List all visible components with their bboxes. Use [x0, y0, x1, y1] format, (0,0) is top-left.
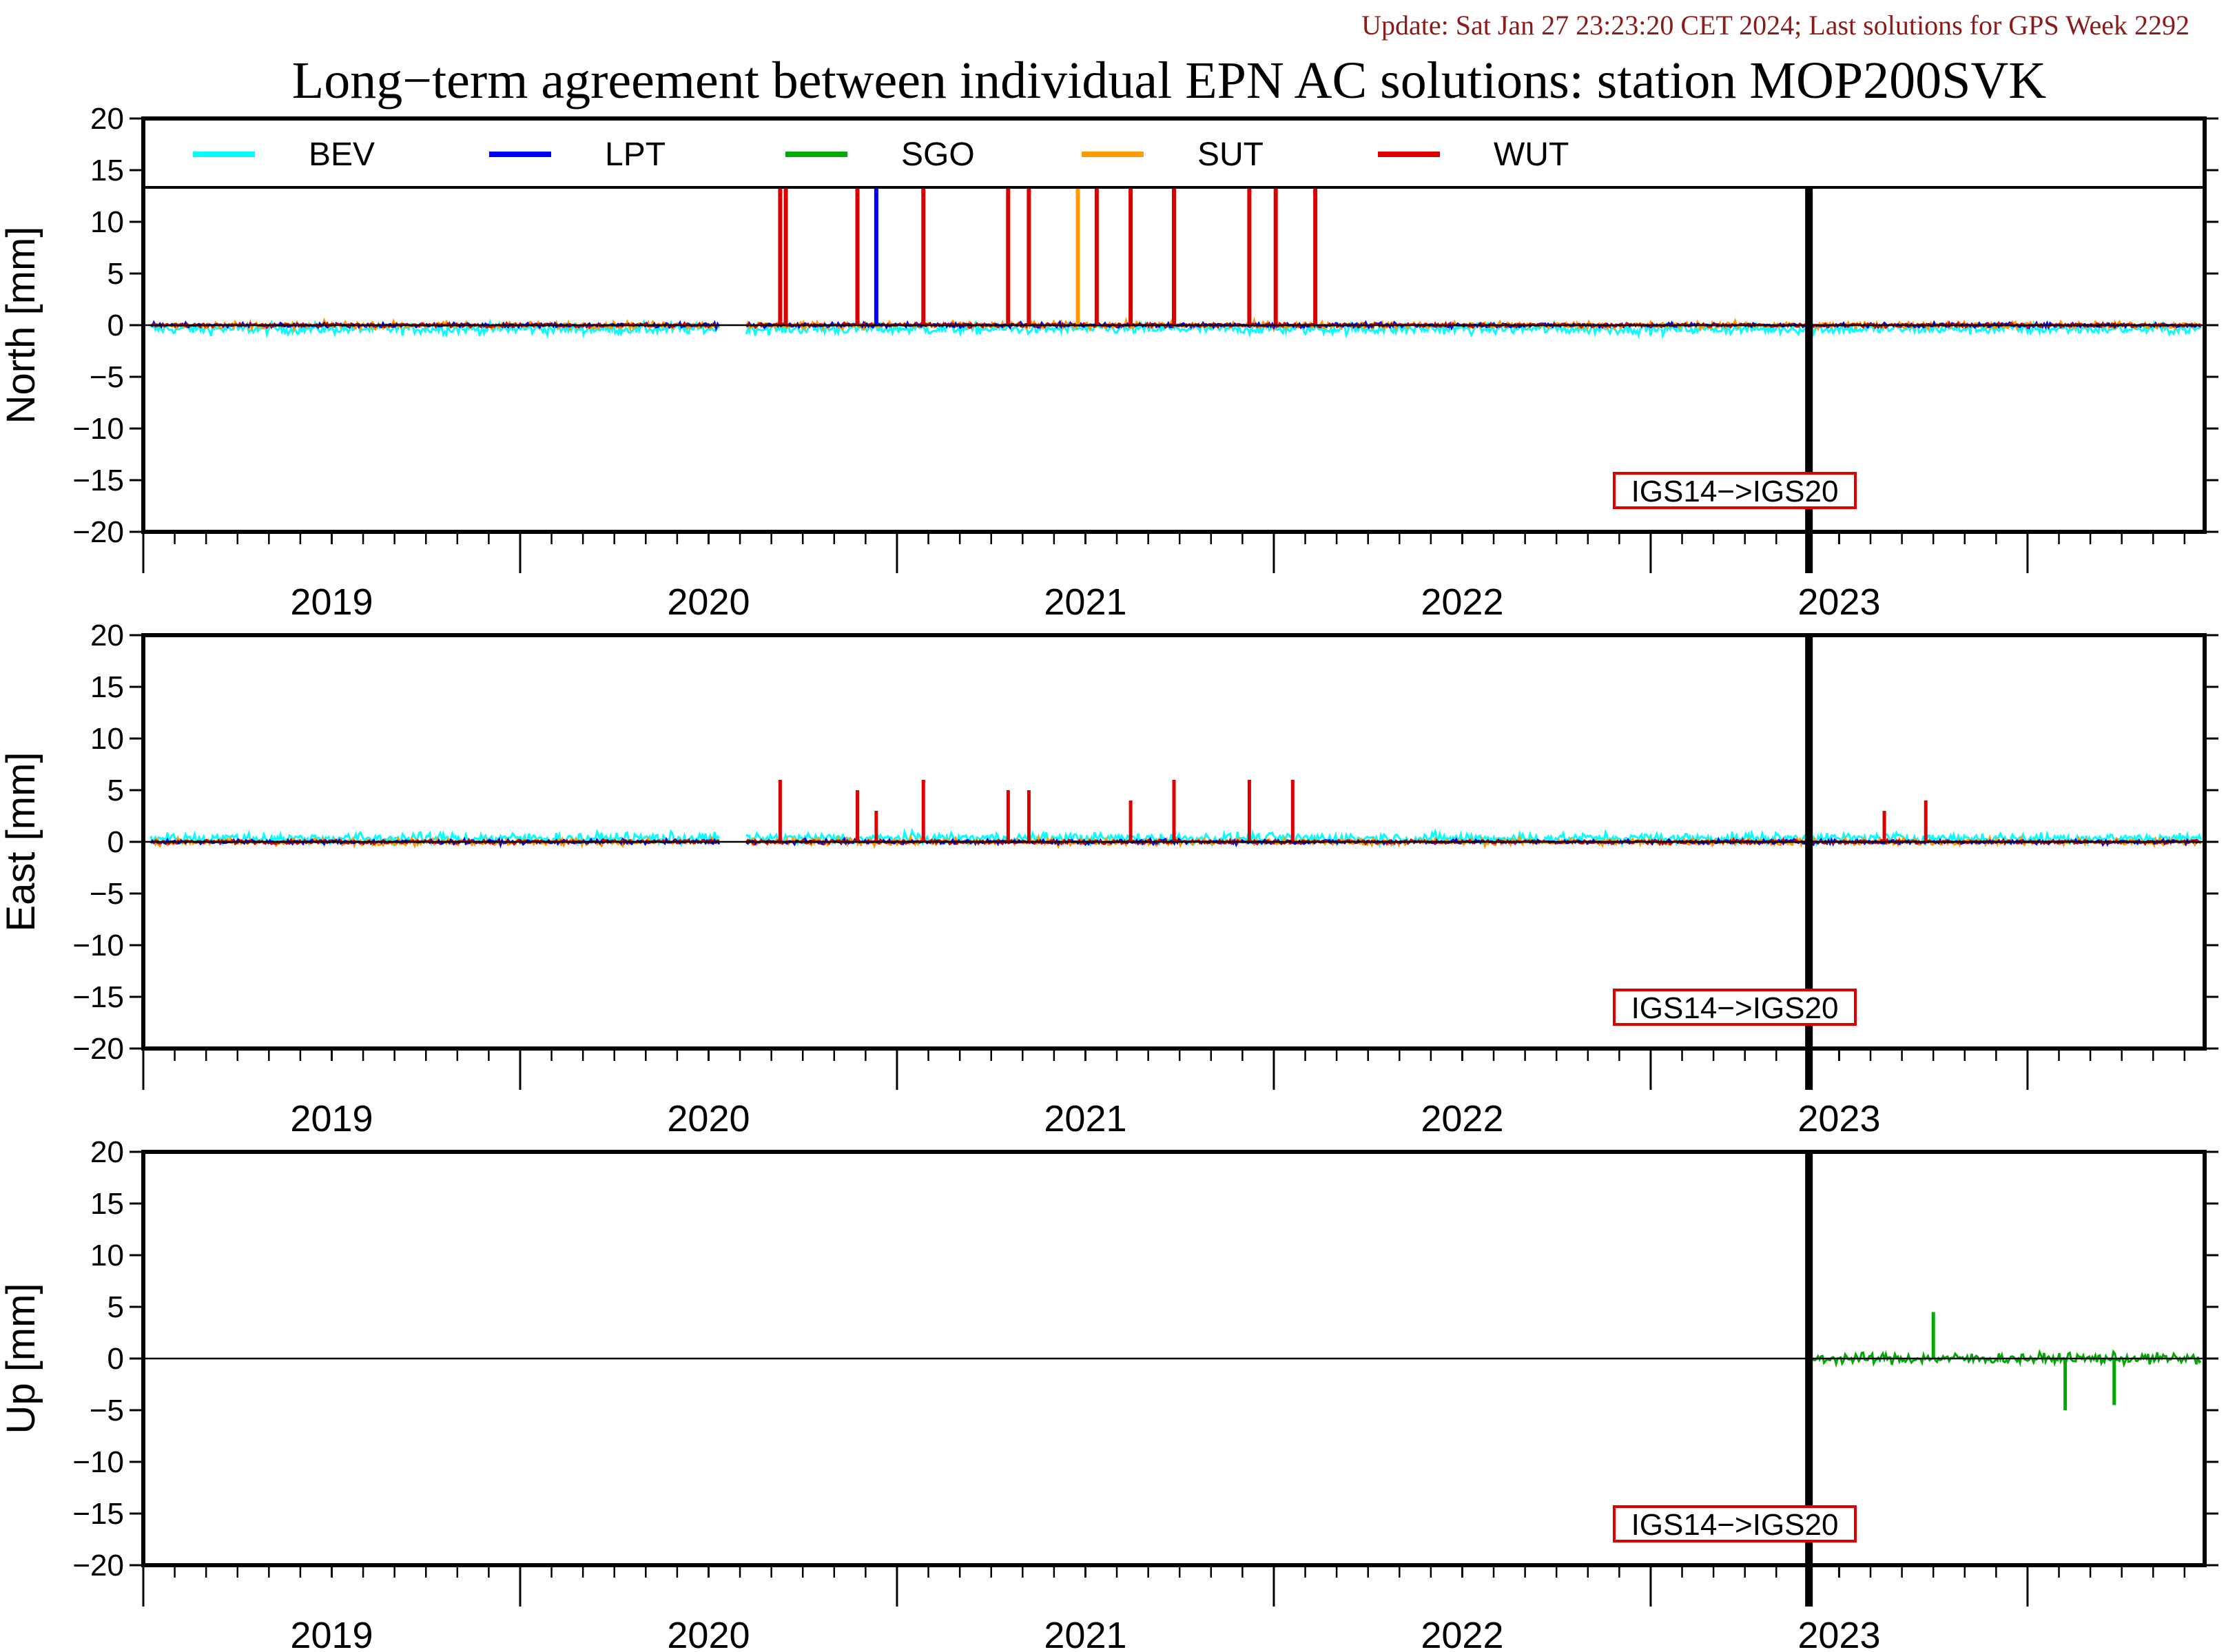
ytick-label-2: 10 — [90, 722, 124, 756]
ytick-label-1: 15 — [90, 154, 124, 187]
ytick-label-6: −10 — [72, 1445, 124, 1479]
legend: BEV LPT SGO SUT WUT — [142, 117, 2206, 189]
xtick-label-2019: 2019 — [290, 1098, 373, 1139]
y-axis-label: Up [mm] — [0, 1283, 43, 1434]
ytick-label-6: −10 — [72, 412, 124, 446]
ytick-label-8: −20 — [72, 1549, 124, 1582]
plot-area — [143, 1152, 2205, 1607]
xtick-label-2021: 2021 — [1044, 581, 1126, 623]
annotation-label: IGS14−>IGS20 — [1631, 991, 1839, 1025]
panel-up: IGS14−>IGS20 20 15 10 5 0 −5 −10 −15 −20 Up [mm] 20… — [0, 1135, 2218, 1652]
ytick-label-8: −20 — [72, 1032, 124, 1066]
ytick-label-6: −10 — [72, 929, 124, 962]
legend-label-sut: SUT — [1197, 136, 1264, 173]
ytick-label-4: 0 — [107, 309, 124, 342]
ytick-label-8: −20 — [72, 515, 124, 549]
chart-title: Long−term agreement between individual E… — [292, 52, 2047, 110]
legend-label-bev: BEV — [309, 136, 375, 173]
ytick-label-7: −15 — [72, 464, 124, 497]
annotation-label: IGS14−>IGS20 — [1631, 1508, 1839, 1542]
xtick-label-2023: 2023 — [1797, 1098, 1880, 1139]
panel-east: IGS14−>IGS20 20 15 10 5 0 −5 −10 −15 −20 East [mm]… — [0, 619, 2218, 1139]
series-line-sgo-0 — [1808, 1349, 2202, 1368]
xtick-label-2019: 2019 — [290, 1615, 373, 1652]
ytick-label-1: 15 — [90, 670, 124, 704]
ytick-label-3: 5 — [107, 257, 124, 291]
annotation-box — [1613, 989, 1857, 1026]
ytick-label-5: −5 — [90, 1394, 124, 1427]
legend-label-wut: WUT — [1494, 136, 1569, 173]
ytick-label-3: 5 — [107, 1290, 124, 1324]
xtick-label-2021: 2021 — [1044, 1615, 1126, 1652]
xtick-label-2020: 2020 — [667, 581, 750, 623]
update-timestamp: Update: Sat Jan 27 23:23:20 CET 2024; La… — [1361, 10, 2189, 41]
annotation-label: IGS14−>IGS20 — [1631, 475, 1839, 508]
xtick-label-2023: 2023 — [1797, 581, 1880, 623]
ytick-label-7: −15 — [72, 980, 124, 1014]
xtick-label-2020: 2020 — [667, 1615, 750, 1652]
ytick-label-5: −5 — [90, 877, 124, 911]
panel-north: BEV LPT SGO SUT WUT IGS14−>IGS20 20 15 10 5 0 −5 −10… — [0, 102, 2218, 623]
legend-box — [142, 117, 2206, 189]
xtick-label-2019: 2019 — [290, 581, 373, 623]
xtick-label-2022: 2022 — [1421, 1615, 1503, 1652]
annotation: IGS14−>IGS20 — [1613, 472, 1857, 509]
legend-label-lpt: LPT — [605, 136, 666, 173]
xtick-label-2022: 2022 — [1421, 581, 1503, 623]
y-axis-label: North [mm] — [0, 227, 43, 424]
annotation-box — [1613, 1505, 1857, 1542]
ytick-label-4: 0 — [107, 825, 124, 859]
ytick-label-2: 10 — [90, 205, 124, 239]
legend-label-sgo: SGO — [901, 136, 975, 173]
panels: BEV LPT SGO SUT WUT IGS14−>IGS20 20 15 10 5 0 −5 −10… — [0, 102, 2218, 1652]
ytick-label-0: 20 — [90, 1135, 124, 1169]
ytick-label-3: 5 — [107, 774, 124, 807]
ytick-label-5: −5 — [90, 360, 124, 394]
xtick-label-2020: 2020 — [667, 1098, 750, 1139]
plot-area — [143, 635, 2205, 1090]
xtick-label-2021: 2021 — [1044, 1098, 1126, 1139]
ytick-label-0: 20 — [90, 619, 124, 652]
ytick-label-0: 20 — [90, 102, 124, 136]
annotation-box — [1613, 472, 1857, 509]
annotation: IGS14−>IGS20 — [1613, 1505, 1857, 1542]
y-axis-label: East [mm] — [0, 752, 43, 931]
ytick-label-4: 0 — [107, 1342, 124, 1376]
xtick-label-2023: 2023 — [1797, 1615, 1880, 1652]
ytick-label-7: −15 — [72, 1497, 124, 1531]
annotation: IGS14−>IGS20 — [1613, 989, 1857, 1026]
ytick-label-1: 15 — [90, 1187, 124, 1221]
ytick-label-2: 10 — [90, 1239, 124, 1272]
xtick-label-2022: 2022 — [1421, 1098, 1503, 1139]
